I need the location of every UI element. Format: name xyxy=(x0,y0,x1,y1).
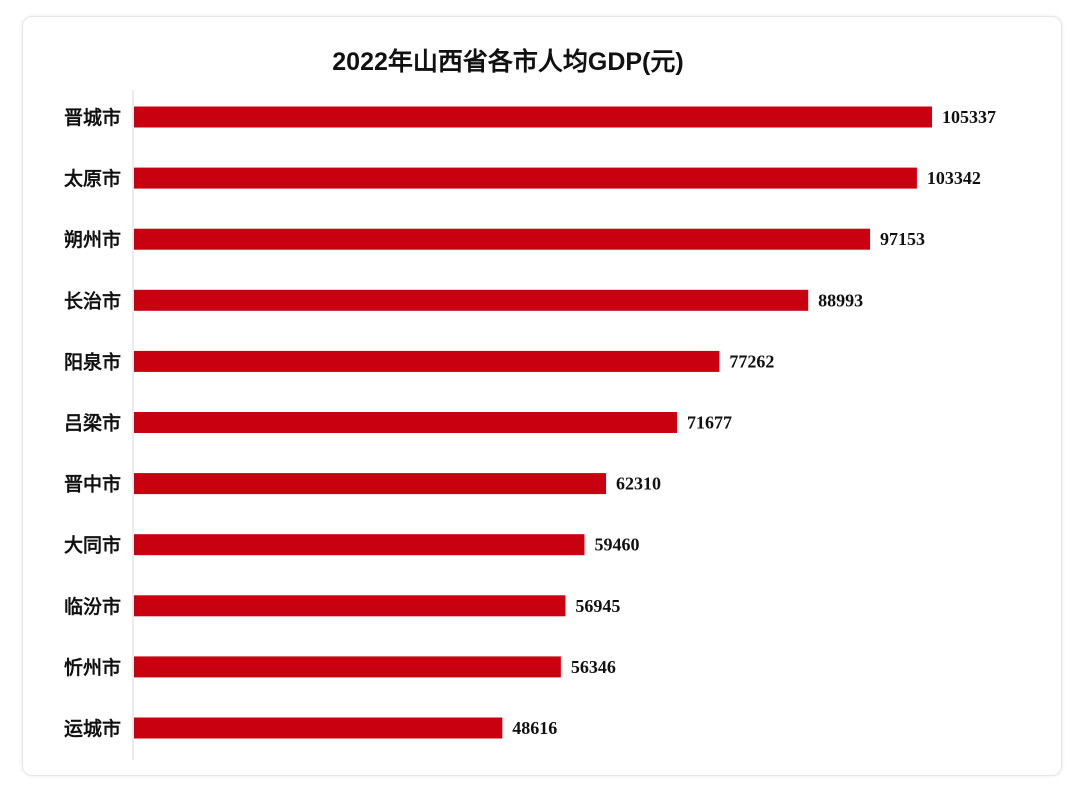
bar xyxy=(134,412,678,433)
bar xyxy=(134,473,607,495)
bar xyxy=(134,350,720,372)
bar xyxy=(134,289,809,311)
value-label: 97153 xyxy=(880,229,925,249)
value-label: 77262 xyxy=(729,351,774,371)
category-label: 吕梁市 xyxy=(64,412,121,435)
bar xyxy=(134,717,503,739)
bar xyxy=(134,228,871,250)
value-label: 105337 xyxy=(942,107,996,127)
category-label: 长治市 xyxy=(64,289,121,312)
bar xyxy=(134,167,917,189)
category-label: 大同市 xyxy=(64,534,121,557)
bar xyxy=(134,534,585,556)
chart-title: 2022年山西省各市人均GDP(元) xyxy=(332,48,684,76)
value-label: 103342 xyxy=(927,168,981,188)
category-label: 朔州市 xyxy=(64,228,121,251)
category-label: 晋中市 xyxy=(64,473,121,496)
bar xyxy=(134,656,561,678)
bars-group: 晋城市 105337 太原市 103342 朔州市 97153 长治市 88993 阳泉市 772… xyxy=(64,106,996,740)
bar xyxy=(134,595,566,617)
value-label: 88993 xyxy=(818,290,863,310)
bar xyxy=(134,106,932,128)
category-label: 忻州市 xyxy=(64,656,121,679)
value-label: 56346 xyxy=(571,657,616,677)
category-label: 临汾市 xyxy=(64,595,121,618)
chart-frame xyxy=(22,16,1062,776)
value-label: 56945 xyxy=(575,596,620,616)
value-label: 48616 xyxy=(512,718,557,738)
category-label: 晋城市 xyxy=(64,106,121,129)
value-label: 59460 xyxy=(594,535,639,555)
category-label: 运城市 xyxy=(64,717,121,740)
category-label: 太原市 xyxy=(64,167,121,190)
value-label: 71677 xyxy=(687,413,732,433)
value-label: 62310 xyxy=(616,474,661,494)
category-label: 阳泉市 xyxy=(64,350,121,373)
